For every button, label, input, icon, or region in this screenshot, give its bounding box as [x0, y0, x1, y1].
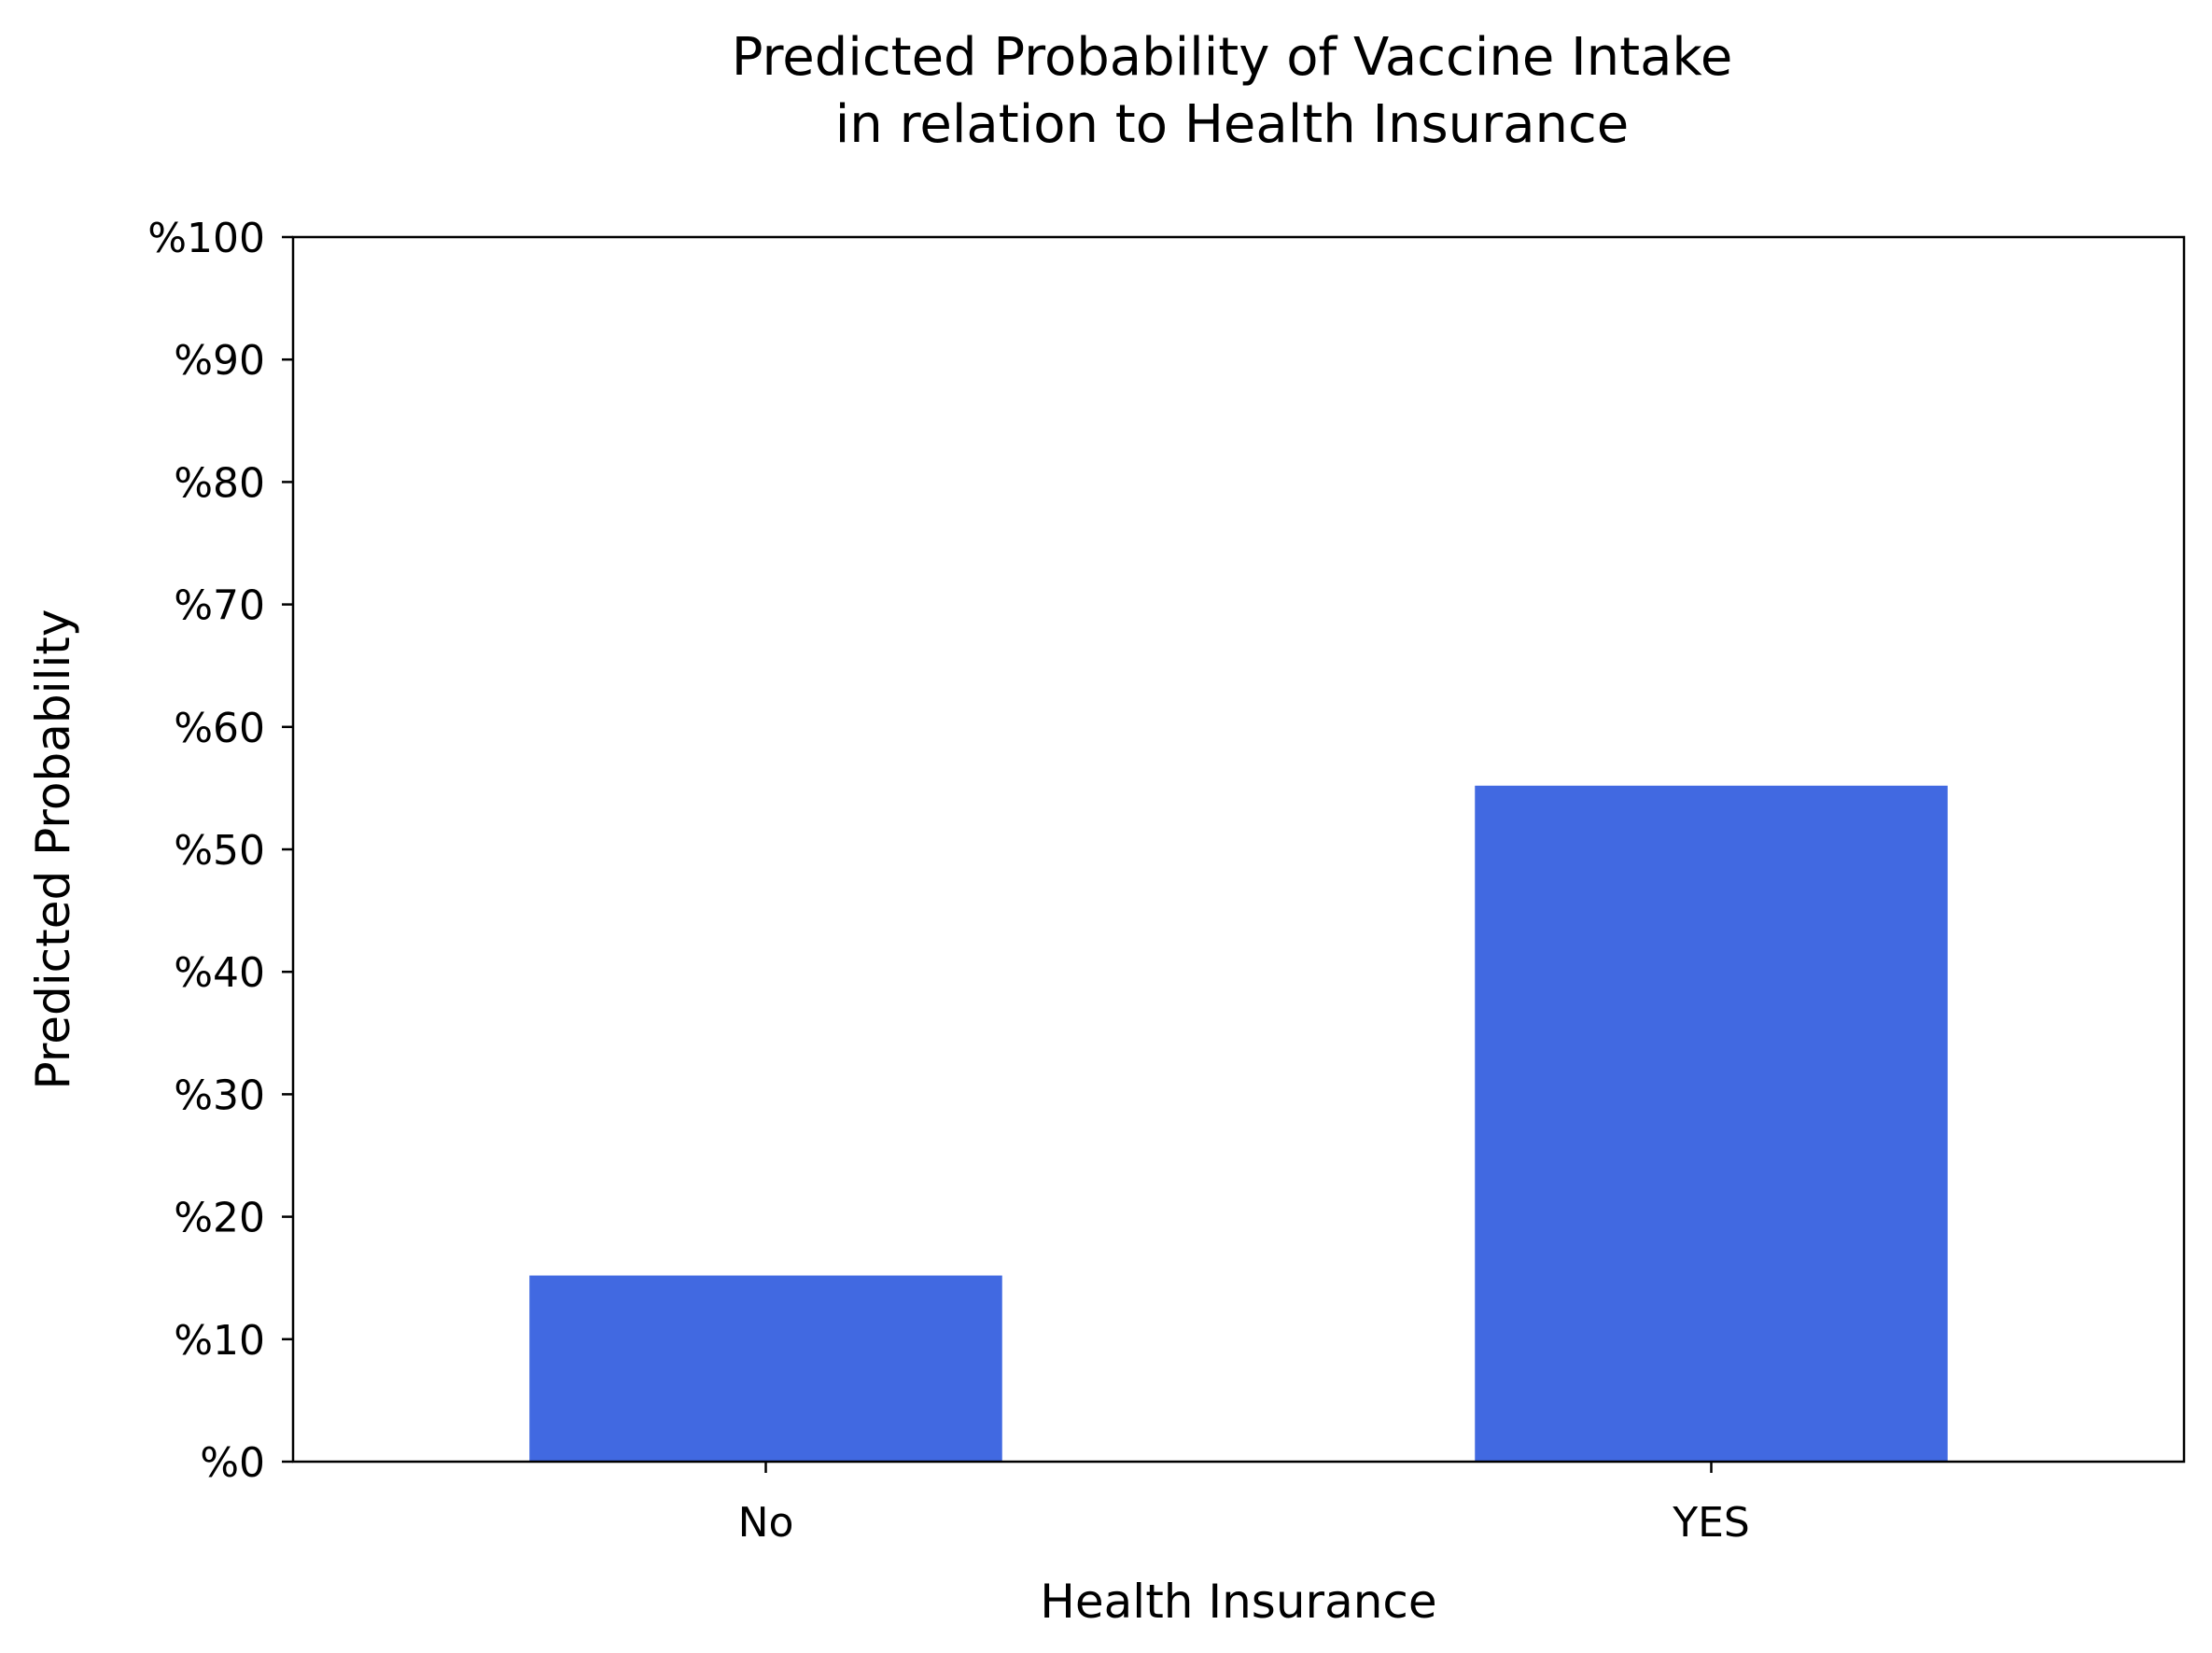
bars-group [529, 785, 1948, 1462]
y-tick-label: %10 [174, 1317, 265, 1365]
y-axis-label: Predicted Probability [26, 609, 80, 1090]
x-tick-label: YES [1672, 1499, 1750, 1547]
bar-yes [1475, 785, 1948, 1462]
y-axis: %0 %10 %20 %30 %40 %50 %60 %70 %80 %90 %100 [147, 215, 293, 1487]
chart-title-line-1: Predicted Probability of Vaccine Intake [732, 27, 1733, 88]
chart-title-line-2: in relation to Health Insurance [835, 94, 1630, 155]
y-tick-label: %100 [147, 215, 265, 262]
y-tick-label: %0 [200, 1439, 265, 1487]
y-tick-label: %80 [174, 459, 265, 507]
y-tick-label: %40 [174, 949, 265, 997]
y-tick-label: %50 [174, 827, 265, 875]
y-tick-label: %20 [174, 1195, 265, 1242]
bar-no [529, 1275, 1002, 1462]
y-tick-label: %90 [174, 337, 265, 385]
y-tick-label: %30 [174, 1072, 265, 1119]
y-tick-label: %70 [174, 582, 265, 630]
y-tick-label: %60 [174, 705, 265, 752]
x-tick-label: No [738, 1499, 794, 1547]
x-axis: No YES [738, 1462, 1750, 1547]
x-axis-label: Health Insurance [1040, 1575, 1436, 1629]
